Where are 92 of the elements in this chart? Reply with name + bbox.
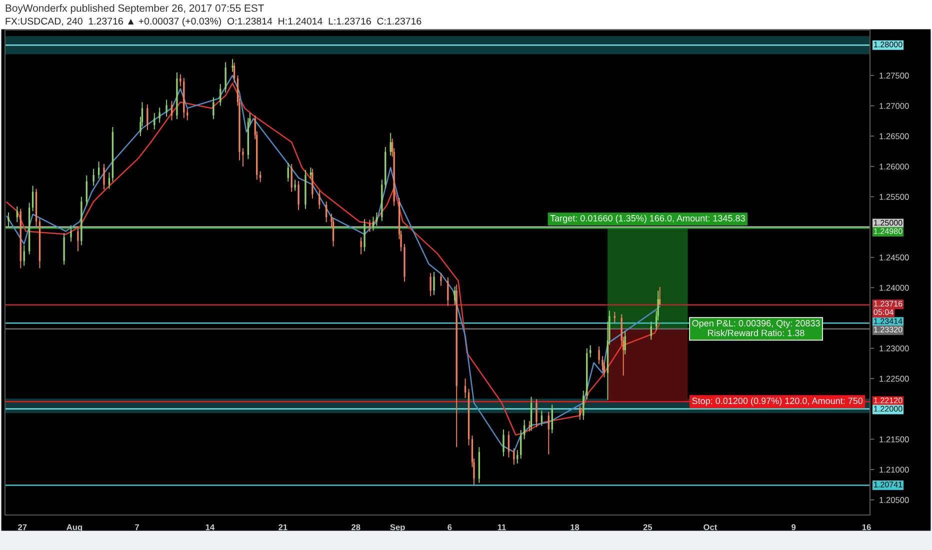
candlestick [98,161,100,180]
y-tick-label: 1.26000 [880,164,909,170]
ref-line-label: 1.28000 [874,42,902,48]
candlestick [508,430,510,458]
ref-line-label: 1.25000 [874,220,902,226]
x-tick-label: 14 [206,524,215,530]
candlestick [170,100,173,121]
candlestick [590,344,592,358]
candlestick [260,170,262,183]
candlestick [63,232,65,266]
candlestick [368,219,371,232]
candlestick [433,271,435,296]
y-tick-label: 1.27500 [880,72,909,79]
candlestick [372,216,374,232]
candlestick [579,405,581,420]
annotation: Target: 0.01660 (1.35%) 166.0, Amount: 1345.83 [550,214,745,224]
y-tick-label: 1.22500 [880,376,909,382]
candlestick [224,62,226,93]
candlestick [513,448,515,466]
candlestick [103,163,105,190]
candlestick [528,420,530,432]
chart-subtitle: FX:USDCAD, 240 1.23716 ▲ +0.00037 (+0.03%) O:1.23814 H:1.24014 L:1.23716 C:1.23716 [6,17,422,27]
candlestick [212,96,214,120]
x-tick-label: 21 [278,524,288,530]
y-tick-label: 1.21500 [880,436,909,442]
candlestick [520,430,522,460]
candlestick [242,148,244,167]
y-tick-label: 1.23000 [880,345,909,352]
y-tick-label: 1.27000 [880,102,909,109]
candlestick [582,390,584,420]
candlestick [166,99,168,118]
x-tick-label: 16 [862,524,871,530]
y-tick-label: 1.24000 [880,284,909,291]
y-tick-label: 1.26500 [880,133,909,140]
candlestick [287,162,289,182]
ref-line-label: 1.22120 [874,398,902,404]
x-tick-label: 9 [792,524,796,530]
candlestick [548,411,550,455]
candlestick [536,398,538,428]
x-tick-label: Sep [390,524,405,532]
x-tick-label: 18 [570,524,580,530]
candlestick [551,404,553,434]
x-tick-label: 28 [352,524,360,530]
candlestick [502,429,504,457]
candlestick [158,107,160,124]
ref-line-label: 1.20741 [874,482,902,488]
y-tick-label: 1.25500 [880,194,909,200]
x-tick-label: 7 [135,524,139,530]
ref-line-label: 1.23414 [874,318,902,324]
candlestick [360,236,362,255]
candlestick [8,212,10,228]
ref-line-label: 1.22000 [874,406,902,412]
candlestick [364,218,366,252]
candlestick [16,206,18,223]
y-tick-label: 1.21000 [880,466,909,473]
candlestick [77,228,79,252]
y-tick-label: 1.20500 [880,497,909,503]
ref-line-label: 1.23320 [874,326,902,332]
x-tick-label: 6 [448,524,452,530]
x-tick-label: 25 [643,524,652,530]
x-tick-label: Oct [704,524,718,530]
x-tick-label: Aug [66,524,82,532]
candlestick [232,58,234,72]
candlestick [70,224,72,242]
ref-line-label: 1.23716 [874,300,902,307]
ref-line-label: 1.24980 [874,228,902,234]
chart-title: BoyWonderfx published September 26, 2017 07:55 EST [6,4,264,14]
candlestick [298,180,300,211]
candlestick [86,175,88,206]
candlestick [326,201,328,223]
y-tick-label: 1.24500 [880,254,909,260]
candlestick [624,330,626,355]
candlestick [440,272,442,286]
candlestick [146,104,148,131]
annotation: Open P&L: 0.00396, Qty: 20833 Risk/Reward Ratio: 1.38 [692,320,820,336]
candlestick [598,346,600,365]
candlestick [180,74,182,87]
candlestick [294,179,296,192]
candlestick [186,108,188,121]
candlestick [614,311,616,324]
candlestick [658,286,661,306]
annotation: Stop: 0.01200 (0.97%) 120.0, Amount: 750 [692,397,863,406]
candlestick [454,286,456,306]
x-tick-label: 27 [18,524,27,530]
candlestick [290,163,292,192]
text: 05:04 [874,309,894,315]
candlestick [430,272,432,297]
candlestick [447,276,449,306]
x-tick-label: 11 [498,524,506,530]
candlestick [310,167,312,180]
candlestick [312,168,314,200]
candlestick [390,132,392,156]
